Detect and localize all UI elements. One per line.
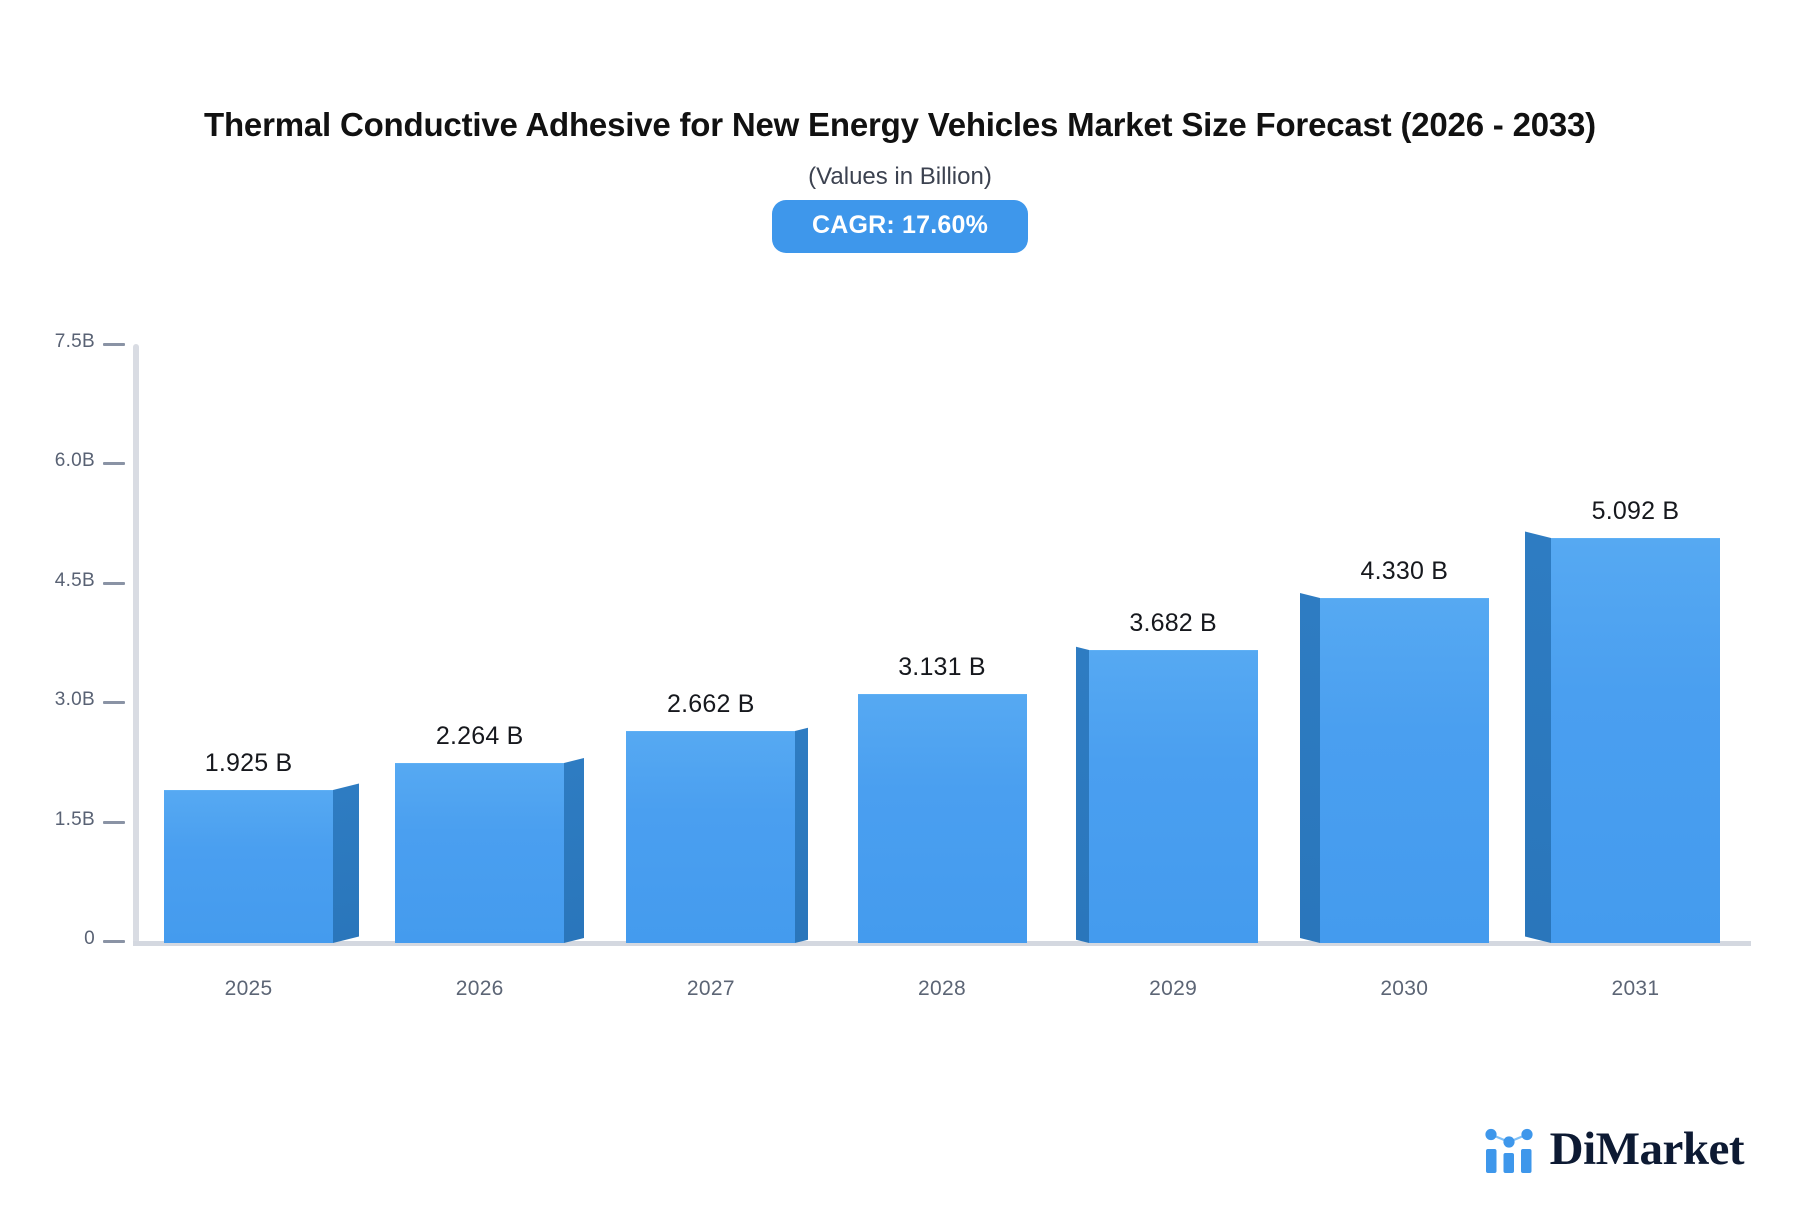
chart-subtitle: (Values in Billion): [808, 162, 992, 190]
chart-header: Thermal Conductive Adhesive for New Ener…: [0, 0, 1800, 253]
y-tick-label: 7.5B: [54, 331, 95, 352]
bar-column[interactable]: 4.330 B 2030: [1299, 0, 1489, 1212]
y-tick-label: 0: [84, 928, 95, 949]
bar-value-label: 3.682 B: [1129, 608, 1217, 637]
brand-name: DiMarket: [1549, 1122, 1745, 1175]
bar[interactable]: [1319, 598, 1489, 943]
y-axis-line: [133, 344, 139, 944]
bar-column[interactable]: 3.131 B 2028: [857, 0, 1027, 1212]
chart-title: Thermal Conductive Adhesive for New Ener…: [204, 106, 1596, 143]
cagr-badge: CAGR: 17.60%: [771, 199, 1029, 253]
bar-column[interactable]: 2.264 B 2026: [395, 0, 585, 1212]
bar-chart-logo-icon: [1485, 1128, 1533, 1173]
bar-value-label: 1.925 B: [204, 748, 293, 777]
bar-column[interactable]: 2.662 B 2027: [626, 0, 809, 1212]
bar[interactable]: [395, 762, 565, 943]
bar-column[interactable]: 5.092 B 2031: [1524, 0, 1720, 1212]
y-tick-label: 1.5B: [54, 808, 95, 830]
bar-3d-side: [564, 757, 585, 943]
bar-series: 1.925 B 2025 2.264 B 2026 2.662 B 2027 3.131 B…: [133, 0, 1751, 1212]
bar-column[interactable]: 3.682 B 2029: [1075, 0, 1258, 1212]
x-axis-label: 2027: [686, 977, 735, 1000]
bar-3d-side: [1075, 646, 1089, 943]
x-axis-label: 2031: [1611, 977, 1660, 1000]
y-tick-mark: [103, 701, 125, 705]
y-tick-label: 4.5B: [54, 569, 95, 591]
bar-value-label: 2.264 B: [435, 721, 524, 750]
bar[interactable]: [626, 731, 796, 943]
bar-3d-side: [795, 727, 809, 943]
y-tick-mark: [103, 462, 125, 466]
bar-value-label: 2.662 B: [667, 690, 755, 719]
bar-value-label: 4.330 B: [1360, 557, 1449, 586]
y-tick-mark: [103, 343, 125, 346]
x-axis-label: 2030: [1380, 977, 1429, 1000]
bar-3d-side: [1524, 531, 1551, 943]
bar-value-label: 3.131 B: [898, 652, 986, 681]
y-tick-mark: [103, 820, 125, 824]
x-axis-label: 2026: [455, 977, 504, 1000]
y-tick-mark: [103, 581, 125, 585]
bar[interactable]: [164, 789, 334, 943]
bar[interactable]: [1550, 537, 1720, 943]
x-axis-label: 2028: [918, 977, 966, 1000]
x-axis-label: 2029: [1149, 977, 1198, 1000]
bar-column[interactable]: 1.925 B 2025: [164, 0, 360, 1212]
bar-3d-side: [333, 783, 360, 943]
bar[interactable]: [1088, 649, 1258, 943]
bar-value-label: 5.092 B: [1591, 496, 1680, 525]
bar[interactable]: [857, 693, 1027, 943]
y-tick-label: 3.0B: [54, 689, 95, 711]
brand-logo: DiMarket: [1482, 1122, 1745, 1175]
x-axis-line: [133, 941, 1751, 946]
x-axis-label: 2025: [224, 977, 273, 1000]
bar-3d-side: [1299, 593, 1320, 943]
y-tick-label: 6.0B: [54, 450, 95, 472]
y-tick-mark: [103, 940, 125, 943]
